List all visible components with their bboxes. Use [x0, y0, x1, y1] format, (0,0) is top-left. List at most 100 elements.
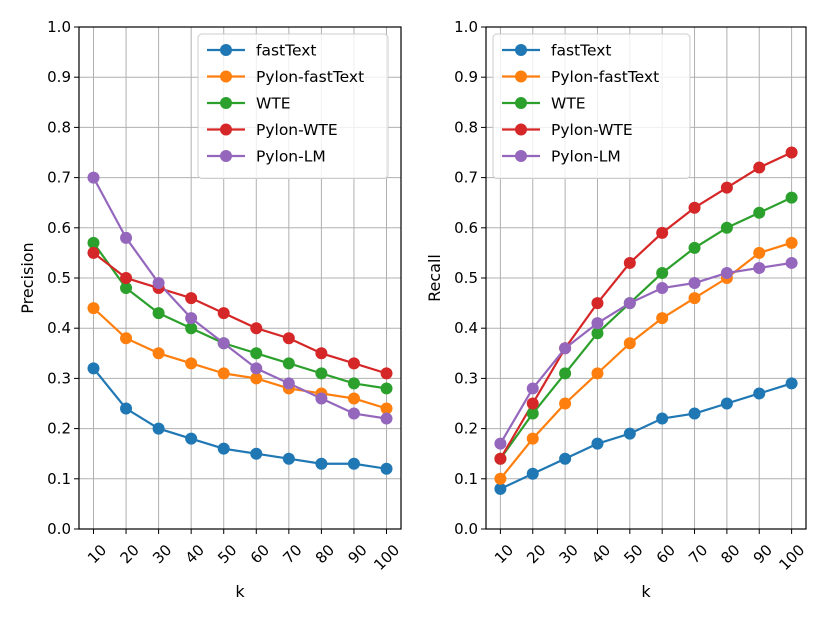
data-point-pylon-fasttext — [559, 397, 572, 410]
series-line-pylon-lm — [499, 261, 792, 445]
x-tick-label: 20 — [523, 541, 549, 567]
data-point-pylon-fasttext — [656, 312, 669, 325]
data-point-pylon-fasttext — [591, 367, 604, 380]
data-point-wte — [282, 357, 295, 370]
series-line-wte — [92, 242, 387, 390]
data-point-pylon-lm — [380, 412, 393, 425]
data-point-fasttext — [347, 457, 360, 470]
legend: fastText Pylon-fastText WTE Pylon-WTE Pylon-… — [492, 33, 691, 179]
x-tick-label: 10 — [491, 541, 517, 567]
y-tick-label: 1.0 — [47, 18, 71, 36]
data-point-wte — [753, 206, 766, 219]
y-tick-label: 0.9 — [454, 68, 478, 86]
data-point-pylon-lm — [120, 231, 133, 244]
legend-label: Pylon-LM — [551, 148, 621, 166]
data-point-pylon-fasttext — [217, 367, 230, 380]
data-point-wte — [656, 266, 669, 279]
data-point-pylon-fasttext — [185, 357, 198, 370]
data-point-fasttext — [785, 377, 798, 390]
data-point-pylon-lm — [87, 171, 100, 184]
y-axis-label: Recall — [425, 254, 444, 302]
data-point-fasttext — [591, 437, 604, 450]
recall-panel: 0.0 0.1 0.2 0.3 0.4 0.5 0.6 0.7 0.8 0.9 1.0 10 20 30 4… — [425, 18, 808, 601]
legend-marker — [220, 123, 232, 136]
data-point-pylon-wte — [282, 332, 295, 345]
data-point-pylon-lm — [720, 266, 733, 279]
x-tick-label: 40 — [182, 541, 208, 567]
legend-label: Pylon-WTE — [551, 121, 633, 139]
data-point-pylon-lm — [152, 277, 165, 290]
series-line-pylon-wte — [92, 252, 387, 375]
data-point-fasttext — [185, 432, 198, 445]
data-point-fasttext — [688, 407, 701, 420]
plot-frame — [78, 26, 402, 530]
data-point-wte — [315, 367, 328, 380]
data-point-wte — [347, 377, 360, 390]
series-line-fasttext — [92, 367, 387, 470]
y-tick-label: 0.2 — [454, 420, 478, 438]
y-tick-label: 0.3 — [47, 369, 71, 387]
data-point-pylon-lm — [494, 437, 507, 450]
legend-label: Pylon-LM — [256, 148, 326, 166]
y-tick-label: 0.7 — [47, 169, 71, 187]
data-point-pylon-fasttext — [347, 392, 360, 405]
data-point-pylon-lm — [217, 337, 230, 350]
data-point-pylon-fasttext — [380, 402, 393, 415]
data-point-pylon-wte — [315, 347, 328, 360]
series-line-pylon-wte — [499, 151, 793, 460]
data-point-wte — [785, 191, 798, 204]
y-tick-label: 0.1 — [454, 470, 478, 488]
legend-label: fastText — [551, 42, 611, 60]
y-tick-label: 0.5 — [454, 269, 478, 287]
data-point-pylon-lm — [526, 382, 539, 395]
data-point-pylon-wte — [623, 256, 636, 269]
data-point-pylon-fasttext — [623, 337, 636, 350]
data-point-pylon-fasttext — [152, 347, 165, 360]
data-point-fasttext — [656, 412, 669, 425]
data-point-pylon-wte — [688, 201, 701, 214]
data-point-pylon-wte — [217, 307, 230, 320]
data-point-wte — [250, 347, 263, 360]
y-tick-label: 0.9 — [47, 68, 71, 86]
y-axis-label: Precision — [18, 242, 37, 313]
legend-label: fastText — [256, 42, 316, 60]
data-point-wte — [185, 322, 198, 335]
data-point-pylon-lm — [623, 297, 636, 310]
x-tick-label: 20 — [117, 541, 143, 567]
x-tick-label: 50 — [214, 541, 240, 567]
legend: fastText Pylon-fastText WTE Pylon-WTE Pylon-… — [197, 33, 389, 179]
data-point-wte — [720, 221, 733, 234]
data-point-wte — [87, 236, 100, 249]
data-point-pylon-wte — [87, 246, 100, 259]
legend-marker — [515, 44, 527, 56]
legend-marker — [220, 70, 232, 83]
x-axis-label: k — [641, 582, 651, 601]
data-point-pylon-wte — [785, 146, 798, 159]
legend-marker — [515, 70, 527, 83]
data-point-pylon-fasttext — [526, 432, 539, 445]
data-point-pylon-wte — [185, 292, 198, 305]
series-line-pylon-fasttext — [499, 241, 792, 480]
data-point-pylon-wte — [526, 397, 539, 410]
data-point-pylon-fasttext — [494, 472, 507, 485]
legend-marker — [220, 150, 232, 162]
data-point-pylon-fasttext — [785, 236, 798, 249]
data-point-pylon-lm — [315, 392, 328, 405]
data-point-pylon-lm — [185, 312, 198, 325]
legend-label: WTE — [551, 95, 586, 113]
data-point-fasttext — [526, 467, 539, 480]
legend-marker — [515, 97, 527, 109]
data-point-pylon-wte — [753, 161, 766, 174]
x-tick-label: 40 — [588, 541, 614, 567]
data-point-fasttext — [87, 362, 100, 375]
y-tick-label: 0.5 — [47, 269, 71, 287]
y-tick-label: 0.8 — [454, 118, 478, 136]
y-tick-label: 0.6 — [47, 219, 71, 237]
x-tick-label: 70 — [279, 541, 305, 567]
x-tick-label: 90 — [344, 541, 370, 567]
data-point-fasttext — [380, 462, 393, 475]
y-tick-label: 0.7 — [454, 169, 478, 187]
data-point-pylon-wte — [656, 226, 669, 239]
x-tick-label: 60 — [247, 541, 273, 567]
